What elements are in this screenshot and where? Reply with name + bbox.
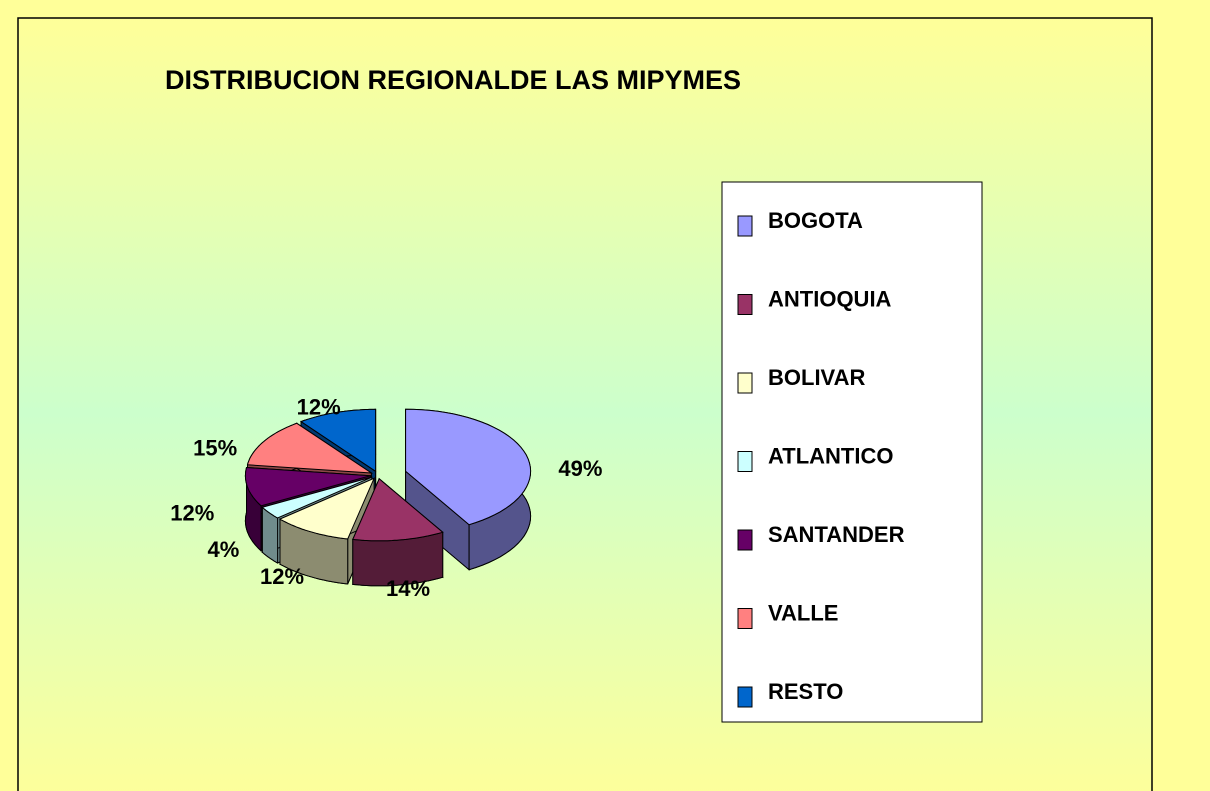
data-label: 4% [207, 537, 239, 562]
data-label: 12% [260, 564, 304, 589]
data-label: 14% [386, 576, 430, 601]
legend-label: ATLANTICO [768, 443, 893, 468]
slice-top [278, 477, 376, 540]
legend-label: SANTANDER [768, 522, 905, 547]
legend-label: BOLIVAR [768, 365, 865, 390]
slice-top [405, 408, 532, 526]
legend-swatch [737, 294, 753, 315]
legend-swatch [737, 215, 753, 237]
legend-label: RESTO [768, 679, 843, 704]
legend-swatch [737, 451, 753, 472]
data-label: 12% [170, 501, 214, 526]
chart-title: DISTRIBUCION REGIONALDE LAS MIPYMES [165, 65, 741, 95]
data-label: 15% [193, 436, 237, 461]
legend: BOGOTA ANTIOQUIA BOLIVAR ATLANTICO SANTANDER… [737, 208, 905, 708]
legend-swatch [737, 529, 753, 551]
pie: 12% 15% 49% 12% 4% 12% 14% [170, 394, 602, 601]
data-label: 49% [558, 456, 602, 481]
legend-label: VALLE [768, 600, 838, 625]
pie-slice [352, 477, 444, 587]
legend-label: ANTIOQUIA [768, 286, 892, 311]
legend-label: BOGOTA [768, 208, 863, 233]
legend-swatch [737, 372, 753, 394]
slice-top [261, 476, 372, 519]
slice-top [246, 422, 374, 474]
legend-swatch [737, 608, 753, 629]
data-label: 12% [297, 394, 341, 419]
slice-top [352, 477, 444, 542]
legend-box [721, 181, 983, 723]
legend-swatch [737, 686, 753, 708]
slice-top [244, 466, 371, 507]
slice-top [299, 408, 377, 473]
